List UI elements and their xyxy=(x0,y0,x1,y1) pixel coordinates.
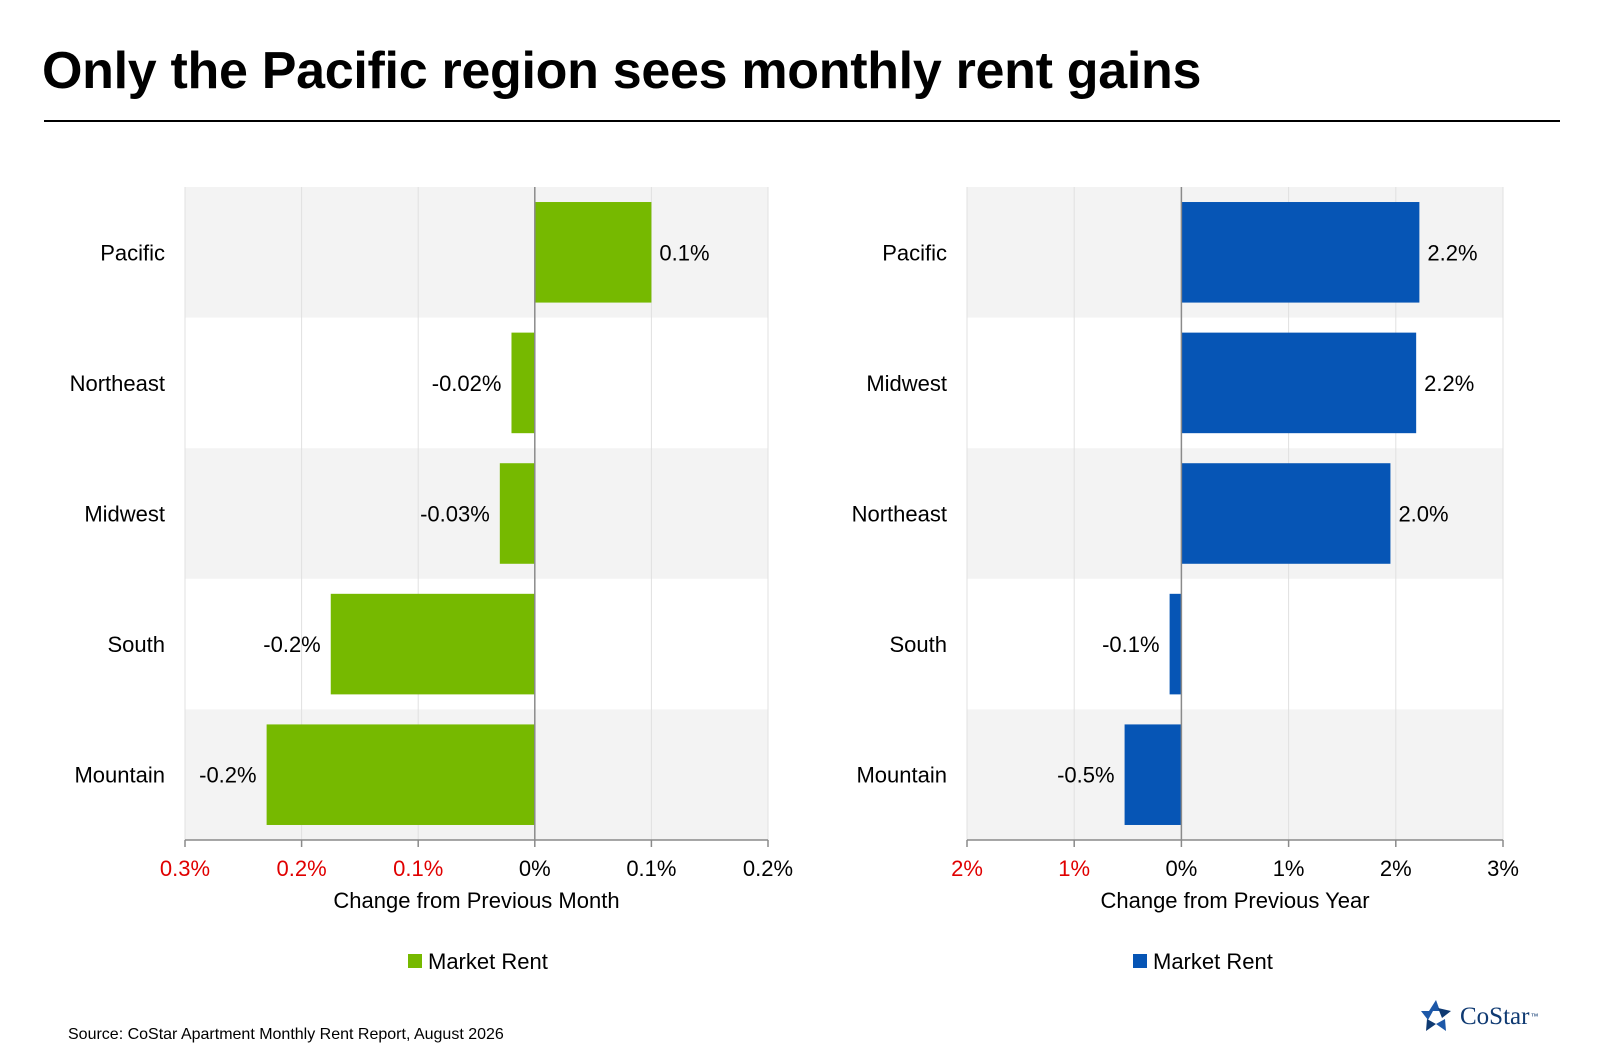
monthly-change-chart: Pacific 0.1% Northeast -0.02% Midwest -0.03% S… xyxy=(70,187,793,974)
chart0-legend-swatch xyxy=(408,954,422,968)
chart1-category-label-0: Pacific xyxy=(882,240,947,265)
chart1-axis-title: Change from Previous Year xyxy=(1100,888,1369,913)
chart1-tick-label-3: 1% xyxy=(1273,856,1305,881)
title-divider xyxy=(44,120,1560,122)
chart1-tick-label-1: 1% xyxy=(1058,856,1090,881)
chart0-band-0 xyxy=(185,187,768,318)
chart0-data-label-4: -0.2% xyxy=(199,763,256,788)
chart1-data-label-3: -0.1% xyxy=(1102,632,1159,657)
page-title: Only the Pacific region sees monthly ren… xyxy=(42,42,1202,100)
chart1-band-4 xyxy=(967,709,1503,840)
chart1-data-label-2: 2.0% xyxy=(1398,502,1448,527)
chart0-tick-label-4: 0.1% xyxy=(626,856,676,881)
costar-star-icon xyxy=(1421,1000,1451,1031)
chart1-bar-mountain xyxy=(1124,724,1182,825)
chart1-tick-label-4: 2% xyxy=(1380,856,1412,881)
chart1-category-label-2: Northeast xyxy=(852,502,947,527)
yearly-change-chart: Pacific 2.2% Midwest 2.2% Northeast 2.0% South… xyxy=(852,187,1519,974)
chart0-category-label-0: Pacific xyxy=(100,240,165,265)
chart1-category-label-1: Midwest xyxy=(866,371,947,396)
chart1-tick-label-5: 3% xyxy=(1487,856,1519,881)
chart0-category-label-1: Northeast xyxy=(70,371,165,396)
chart0-data-label-0: 0.1% xyxy=(659,240,709,265)
chart0-tick-label-2: 0.1% xyxy=(393,856,443,881)
chart1-data-label-0: 2.2% xyxy=(1427,240,1477,265)
source-note: Source: CoStar Apartment Monthly Rent Re… xyxy=(68,1026,504,1043)
chart1-bar-northeast xyxy=(1181,463,1391,564)
chart0-bar-south xyxy=(330,593,535,695)
chart1-tick-label-2: 0% xyxy=(1166,856,1198,881)
chart0-category-label-2: Midwest xyxy=(84,502,165,527)
chart0-bar-pacific xyxy=(534,202,652,303)
chart0-bar-midwest xyxy=(499,463,535,564)
chart0-band-2 xyxy=(185,448,768,579)
chart0-tick-label-0: 0.3% xyxy=(160,856,210,881)
chart1-bar-pacific xyxy=(1181,202,1420,303)
chart1-data-label-1: 2.2% xyxy=(1424,371,1474,396)
chart0-axis-title: Change from Previous Month xyxy=(333,888,619,913)
chart0-tick-label-3: 0% xyxy=(519,856,551,881)
chart1-bar-midwest xyxy=(1181,332,1417,434)
chart1-data-label-4: -0.5% xyxy=(1057,763,1114,788)
chart1-category-label-3: South xyxy=(890,632,948,657)
chart0-data-label-1: -0.02% xyxy=(432,371,502,396)
chart1-legend-label: Market Rent xyxy=(1153,949,1273,974)
chart0-tick-label-5: 0.2% xyxy=(743,856,793,881)
chart0-category-label-3: South xyxy=(108,632,166,657)
costar-logo: CoStar ™ xyxy=(1418,996,1538,1036)
chart1-bar-south xyxy=(1169,593,1182,695)
chart0-legend-label: Market Rent xyxy=(428,949,548,974)
chart1-tick-label-0: 2% xyxy=(951,856,983,881)
chart0-bar-northeast xyxy=(511,332,535,434)
chart1-category-label-4: Mountain xyxy=(856,763,947,788)
chart1-legend-swatch xyxy=(1133,954,1147,968)
logo-text: CoStar xyxy=(1460,1002,1530,1030)
chart0-bar-mountain xyxy=(266,724,535,825)
chart0-tick-label-1: 0.2% xyxy=(277,856,327,881)
chart0-category-label-4: Mountain xyxy=(74,763,165,788)
chart0-data-label-2: -0.03% xyxy=(420,502,490,527)
chart0-data-label-3: -0.2% xyxy=(263,632,320,657)
logo-trademark: ™ xyxy=(1530,1011,1539,1021)
